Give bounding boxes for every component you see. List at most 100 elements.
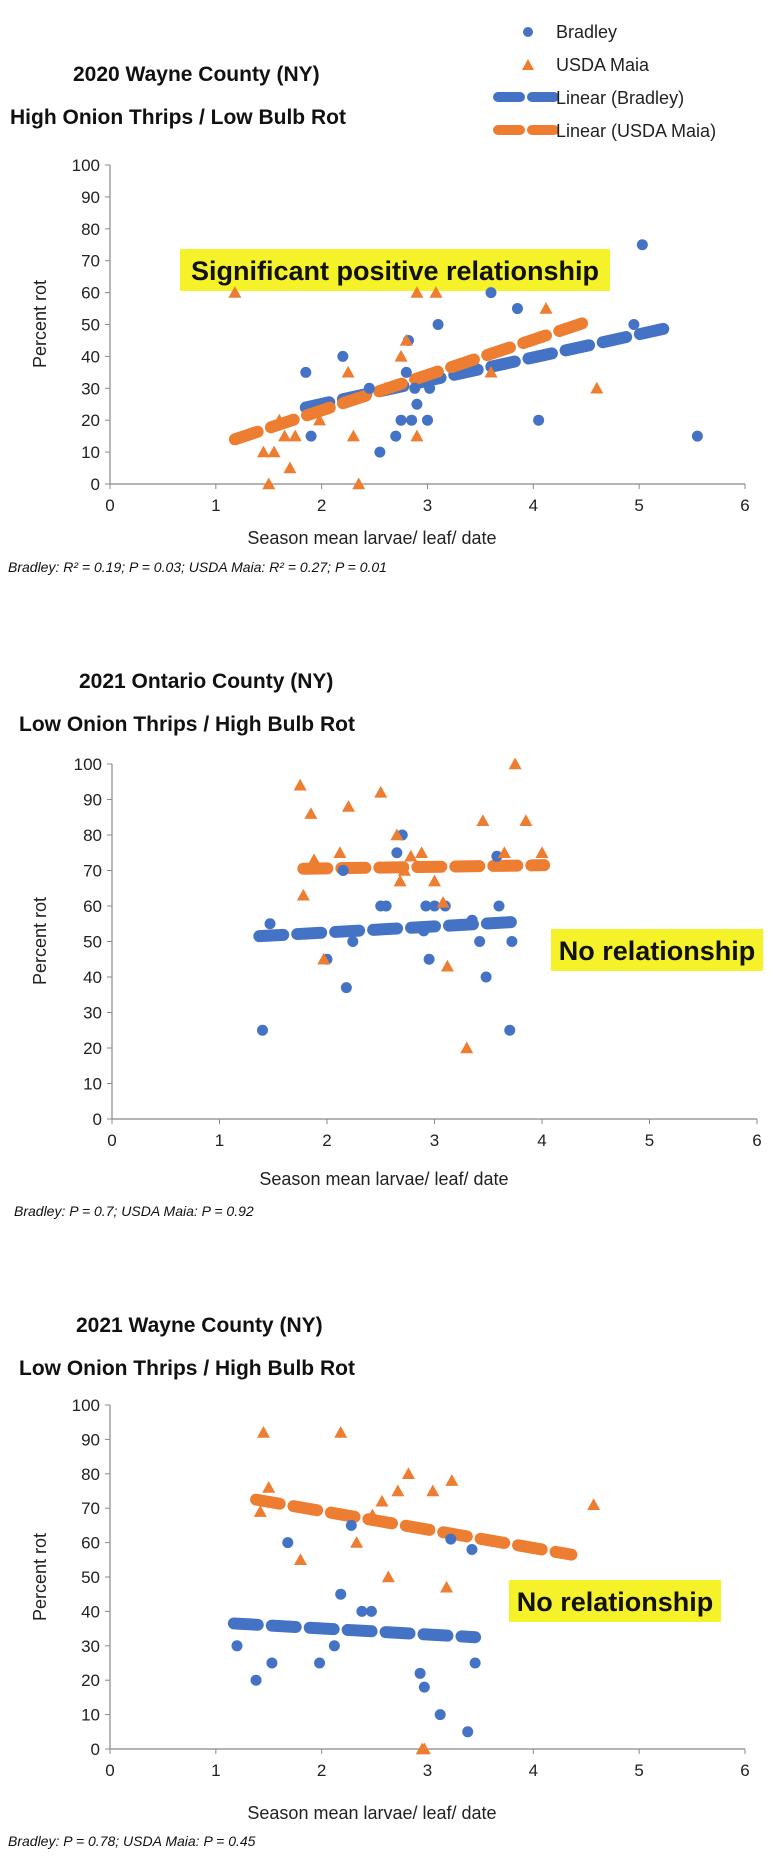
point-usda-maia — [445, 1474, 459, 1486]
point-usda-maia — [375, 1494, 389, 1507]
chart-panel-2020-wayne: 2020 Wayne County (NY) High Onion Thrips… — [8, 63, 750, 575]
point-usda-maia — [460, 1041, 474, 1054]
legend-marker-bradley — [523, 27, 533, 37]
point-usda-maia — [346, 429, 360, 442]
y-tick-label: 10 — [81, 1706, 100, 1725]
point-usda-maia — [374, 785, 388, 798]
x-tick-label: 1 — [211, 496, 220, 515]
point-bradley — [636, 239, 648, 251]
point-usda-maia — [334, 1426, 348, 1438]
point-usda-maia — [428, 874, 441, 887]
y-tick-label: 90 — [81, 188, 100, 207]
point-bradley — [434, 1709, 446, 1721]
y-tick-label: 80 — [83, 826, 102, 845]
point-bradley — [266, 1657, 278, 1669]
y-tick-label: 20 — [81, 411, 100, 430]
point-usda-maia — [410, 429, 424, 442]
point-bradley — [511, 303, 523, 315]
point-usda-maia — [313, 413, 327, 426]
y-tick-label: 10 — [81, 443, 100, 462]
point-usda-maia — [426, 1484, 440, 1497]
chart-title: 2020 Wayne County (NY) — [73, 63, 320, 86]
x-axis-label: Season mean larvae/ leaf/ date — [247, 528, 496, 548]
point-usda-maia — [415, 846, 429, 858]
point-usda-maia — [417, 1742, 431, 1755]
point-bradley — [328, 1640, 340, 1652]
y-tick-label: 90 — [81, 1430, 100, 1449]
annotation-text: No relationship — [559, 936, 756, 966]
point-usda-maia — [350, 1536, 364, 1548]
point-bradley — [305, 430, 317, 442]
y-tick-label: 80 — [81, 1465, 100, 1484]
point-bradley — [691, 430, 703, 442]
x-tick-label: 1 — [211, 1761, 220, 1780]
point-usda-maia — [399, 333, 413, 346]
y-tick-label: 0 — [91, 475, 100, 494]
point-usda-maia — [539, 302, 553, 314]
point-bradley — [345, 1519, 357, 1531]
x-axis-label: Season mean larvae/ leaf/ date — [259, 1169, 508, 1189]
chart-stats: Bradley: P = 0.7; USDA Maia: P = 0.92 — [14, 1203, 254, 1219]
y-tick-label: 60 — [81, 1534, 100, 1553]
point-bradley — [466, 914, 478, 926]
point-usda-maia — [508, 757, 522, 770]
annotation-highlight — [180, 249, 610, 291]
point-bradley — [347, 936, 359, 947]
point-usda-maia — [228, 286, 242, 298]
point-bradley — [406, 414, 418, 426]
point-bradley — [400, 366, 412, 378]
point-bradley — [356, 1605, 368, 1617]
x-tick-label: 0 — [105, 1761, 114, 1780]
point-bradley — [282, 1537, 294, 1549]
y-tick-label: 60 — [81, 284, 100, 303]
point-usda-maia — [256, 1426, 270, 1438]
x-tick-label: 6 — [752, 1131, 761, 1150]
point-usda-maia — [440, 1580, 454, 1593]
y-tick-label: 40 — [81, 347, 100, 366]
point-usda-maia — [484, 365, 498, 378]
point-bradley — [466, 1543, 478, 1555]
annotation-text: Significant positive relationship — [191, 256, 599, 286]
x-tick-label: 4 — [529, 496, 538, 515]
y-tick-label: 60 — [83, 897, 102, 916]
x-tick-label: 5 — [645, 1131, 654, 1150]
y-tick-label: 40 — [83, 968, 102, 987]
point-bradley — [314, 1657, 326, 1669]
point-bradley — [409, 382, 421, 394]
x-tick-label: 2 — [322, 1131, 331, 1150]
x-tick-label: 2 — [317, 496, 326, 515]
point-bradley — [374, 446, 386, 458]
point-usda-maia — [404, 849, 418, 862]
point-usda-maia — [590, 381, 604, 394]
point-usda-maia — [381, 1570, 395, 1583]
point-bradley — [491, 850, 503, 862]
chart-subtitle: Low Onion Thrips / High Bulb Rot — [19, 713, 355, 736]
point-usda-maia — [317, 952, 331, 965]
point-bradley — [363, 382, 375, 394]
point-usda-maia — [429, 286, 443, 298]
point-usda-maia — [365, 1508, 379, 1521]
x-tick-label: 0 — [105, 496, 114, 515]
y-tick-label: 30 — [83, 1004, 102, 1023]
point-usda-maia — [497, 846, 511, 858]
point-usda-maia — [391, 1484, 405, 1497]
point-bradley — [395, 414, 407, 426]
point-bradley — [432, 319, 444, 330]
chart-title: 2021 Wayne County (NY) — [76, 1314, 323, 1337]
point-bradley — [493, 900, 505, 912]
legend-label-bradley: Bradley — [556, 22, 617, 42]
x-tick-label: 3 — [423, 496, 432, 515]
chart-panel-2021-ontario: 2021 Ontario County (NY) Low Onion Thrip… — [14, 670, 763, 1219]
point-usda-maia — [333, 846, 347, 858]
x-tick-label: 5 — [634, 1761, 643, 1780]
y-tick-label: 50 — [81, 1568, 100, 1587]
y-tick-label: 50 — [83, 933, 102, 952]
point-usda-maia — [307, 853, 321, 866]
point-bradley — [418, 925, 430, 937]
point-bradley — [391, 847, 403, 859]
chart-subtitle: Low Onion Thrips / High Bulb Rot — [19, 1357, 355, 1380]
chart-subtitle: High Onion Thrips / Low Bulb Rot — [10, 106, 346, 129]
chart-stats: Bradley: R² = 0.19; P = 0.03; USDA Maia:… — [8, 559, 387, 575]
annotation-text: No relationship — [517, 1587, 714, 1617]
